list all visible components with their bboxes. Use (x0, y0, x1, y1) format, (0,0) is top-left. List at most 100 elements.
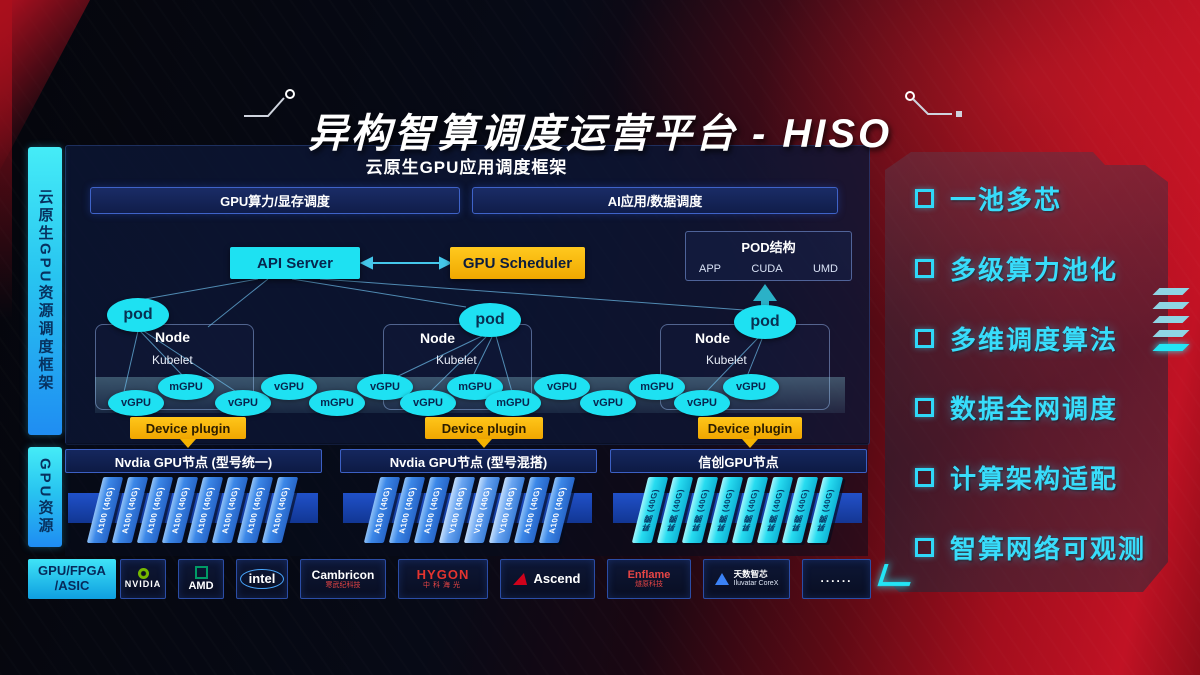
mgpu-ellipse: mGPU (309, 390, 365, 416)
vendor-intel: intel (236, 559, 288, 599)
vendor-name: Ascend (533, 570, 581, 586)
square-bullet-icon (915, 537, 934, 557)
framework-title: 云原生GPU应用调度框架 (365, 158, 568, 177)
gpu-card-label: V100 (40G) (496, 486, 518, 534)
gpu-group-header-3: 信创GPU节点 (610, 449, 867, 473)
square-bullet-icon (915, 189, 934, 208)
gpu-card-label: 昇腾 (40G) (690, 488, 710, 532)
gpu-card-label: A100 (40G) (371, 486, 393, 534)
pod-ellipse-1: pod (107, 298, 169, 332)
gpu-cards-0: A100 (40G) A100 (40G) A100 (40G) A100 (40G)… (86, 477, 299, 543)
vendor-cambricon: Cambricon 寒武纪科技 (300, 559, 386, 599)
vendor-name: AMD (188, 579, 214, 592)
gpu-card-label: A100 (40G) (244, 486, 266, 534)
vgpu-ellipse: vGPU (534, 374, 590, 400)
vendor-amd: AMD (178, 559, 224, 599)
ai-data-scheduling-bar: AI应用/数据调度 (472, 187, 838, 214)
gpu-card-label: A100 (40G) (269, 486, 291, 534)
hardware-label-line1: GPU/FPGA (38, 563, 106, 579)
background-left-red-edge (0, 0, 12, 320)
vgpu-ellipse: vGPU (674, 390, 730, 416)
left-label-framework: 云原生GPU资源调度框架 (28, 147, 62, 435)
square-bullet-icon (915, 398, 934, 418)
vendor-enflame: Enflame 燧原科技 (607, 559, 691, 599)
device-plugin-2: Device plugin (425, 417, 543, 448)
gpu-card-label: 昇腾 (40G) (715, 488, 735, 532)
gpu-card-label: A100 (40G) (94, 486, 116, 534)
feature-item: 计算架构适配 (915, 459, 1167, 496)
vendor-name: intel (239, 568, 285, 590)
device-plugin-3: Device plugin (698, 417, 802, 448)
ascend-logo-icon (512, 573, 531, 585)
feature-item: 一池多芯 (915, 180, 1167, 217)
vendor-text-group: 天数智芯 Iluvatar CoreX (734, 570, 779, 587)
circuit-deco-left-icon (244, 89, 295, 117)
iluvatar-logo-icon (714, 573, 729, 585)
square-bullet-icon (915, 258, 934, 278)
pod-ellipse-2: pod (459, 303, 521, 337)
kubelet-label-2: Kubelet (436, 353, 477, 367)
vendor-name: Cambricon (311, 567, 375, 582)
vendor-nvidia: NVIDIA (120, 559, 166, 599)
node-label-1: Node (155, 329, 190, 345)
node-label-3: Node (695, 330, 730, 346)
vgpu-ellipse: vGPU (215, 390, 271, 416)
gpu-cards-1: A100 (40G) A100 (40G) A100 (40G) V100 (40G)… (363, 477, 576, 543)
gpu-card-label: A100 (40G) (219, 486, 241, 534)
feature-item: 多维调度算法 (915, 320, 1167, 357)
gpu-card-label: A100 (40G) (119, 486, 141, 534)
pod-structure-items: APP CUDA UMD (696, 263, 841, 276)
vgpu-ellipse: vGPU (580, 390, 636, 416)
vendor-name: HYGON (416, 567, 470, 582)
vendor-subtitle: Iluvatar CoreX (733, 579, 779, 587)
gpu-compute-scheduling-bar: GPU算力/显存调度 (90, 187, 460, 214)
gpu-card-label: A100 (40G) (396, 486, 418, 534)
page-title: 异构智算调度运营平台 - HISO (307, 111, 893, 156)
hardware-label-line2: /ASIC (54, 578, 90, 593)
vgpu-ellipse: vGPU (400, 390, 456, 416)
left-label-framework-text: 云原生GPU资源调度框架 (36, 189, 54, 393)
vendor-name: 天数智芯 (733, 569, 768, 580)
feature-text: 智算网络可观测 (950, 533, 1147, 564)
mgpu-ellipse: mGPU (158, 374, 214, 400)
feature-item: 多级算力池化 (915, 250, 1167, 287)
gpu-card-label: 昇腾 (40G) (790, 488, 810, 532)
vendor-subtitle: 燧原科技 (635, 581, 663, 589)
hazard-stripes-icon (1152, 288, 1190, 351)
kubelet-label-1: Kubelet (152, 353, 193, 367)
api-server-box: API Server (230, 247, 360, 279)
gpu-card-label: A100 (40G) (169, 486, 191, 534)
hardware-label-box: GPU/FPGA /ASIC (28, 559, 116, 599)
gpu-card-label: A100 (40G) (521, 486, 543, 534)
gpu-card-label: A100 (40G) (421, 486, 443, 534)
gpu-scheduler-box: GPU Scheduler (450, 247, 585, 279)
device-plugin-1: Device plugin (130, 417, 246, 448)
gpu-card-label: A100 (40G) (546, 486, 568, 534)
gpu-card-label: 昇腾 (40G) (815, 488, 835, 532)
features-list: 一池多芯多级算力池化多维调度算法数据全网调度 计算架构适配 智算网络可观测 (915, 168, 1167, 578)
feature-panel (885, 152, 1168, 592)
vendor-subtitle: 中科海光 (423, 582, 463, 590)
vendor-subtitle: 寒武纪科技 (325, 581, 361, 589)
gpu-card-label: 昇腾 (40G) (640, 488, 660, 532)
feature-text: 计算架构适配 (950, 464, 1119, 495)
gpu-card-label: A100 (40G) (144, 486, 166, 534)
kubelet-label-3: Kubelet (706, 353, 747, 367)
pod-structure-box: POD结构 APP CUDA UMD (685, 231, 852, 281)
feature-text: 多级算力池化 (950, 254, 1119, 285)
gpu-cards-2: 昇腾 (40G) 昇腾 (40G) 昇腾 (40G) 昇腾 (40G) 昇腾 (40G)… (631, 477, 844, 543)
pod-structure-item-cuda: CUDA (751, 263, 783, 275)
mgpu-ellipse: mGPU (485, 390, 541, 416)
node-label-2: Node (420, 330, 455, 346)
feature-text: 数据全网调度 (950, 394, 1119, 425)
vendor-name: ...... (820, 571, 853, 586)
gpu-group-header-1: Nvdia GPU节点 (型号统一) (65, 449, 322, 473)
gpu-card-label: V100 (40G) (446, 486, 468, 534)
left-label-gpu-resource: GPU资源 (28, 447, 62, 547)
vendor-dots: ...... (802, 559, 871, 599)
vgpu-ellipse: vGPU (261, 374, 317, 400)
gpu-card-label: 昇腾 (40G) (665, 488, 685, 532)
square-bullet-icon (915, 468, 934, 488)
left-label-gpu-resource-text: GPU资源 (36, 458, 54, 536)
